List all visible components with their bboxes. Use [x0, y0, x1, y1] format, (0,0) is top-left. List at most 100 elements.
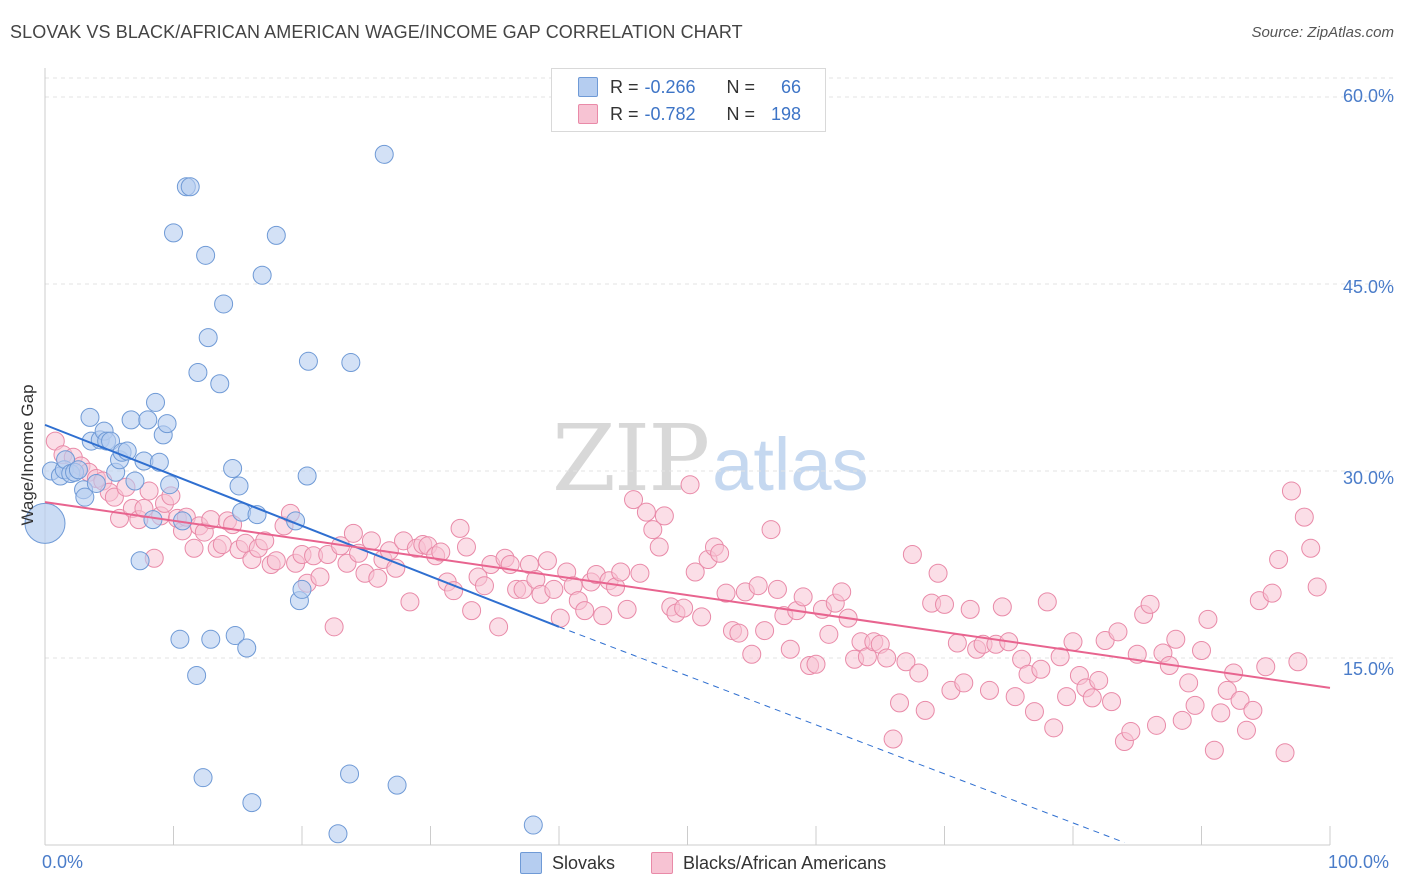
point-slovaks — [297, 466, 317, 486]
point-slovaks — [225, 626, 245, 646]
point-blacks — [456, 537, 476, 557]
point-blacks — [462, 601, 482, 621]
point-blacks — [1121, 722, 1141, 742]
point-slovaks — [157, 414, 177, 434]
point-blacks — [1024, 702, 1044, 722]
point-slovaks — [121, 410, 141, 430]
point-blacks — [979, 680, 999, 700]
point-blacks — [636, 502, 656, 522]
legend-r-label: R = — [610, 76, 639, 97]
point-slovaks — [341, 353, 361, 373]
legend-swatch-slovaks — [520, 852, 542, 874]
watermark-atlas: atlas — [712, 423, 869, 506]
point-blacks — [400, 592, 420, 612]
point-blacks — [617, 599, 637, 619]
trend-extension-slovaks — [558, 626, 1125, 843]
point-blacks — [710, 543, 730, 563]
point-blacks — [947, 633, 967, 653]
point-blacks — [755, 621, 775, 641]
point-blacks — [1147, 715, 1167, 735]
legend-row-slovaks: R = -0.266 N = 66 — [578, 75, 801, 99]
point-slovaks — [214, 294, 234, 314]
point-blacks — [310, 567, 330, 587]
series-slovaks — [24, 144, 543, 844]
point-blacks — [630, 563, 650, 583]
point-slovaks — [130, 551, 150, 571]
legend-label-blacks: Blacks/African Americans — [683, 852, 887, 873]
point-slovaks — [198, 328, 218, 348]
point-slovaks — [146, 392, 166, 412]
legend-r-value: -0.782 — [644, 103, 696, 124]
point-blacks — [742, 644, 762, 664]
point-slovaks — [229, 476, 249, 496]
point-blacks — [361, 531, 381, 551]
y-tick-label-60: 60.0% — [1342, 86, 1394, 106]
point-blacks — [877, 648, 897, 668]
point-blacks — [1108, 622, 1128, 642]
point-blacks — [1172, 710, 1192, 730]
point-slovaks — [86, 473, 106, 493]
point-slovaks — [170, 629, 190, 649]
point-slovaks — [266, 225, 286, 245]
chart-title: SLOVAK VS BLACK/AFRICAN AMERICAN WAGE/IN… — [10, 22, 743, 42]
point-blacks — [544, 579, 564, 599]
point-blacks — [1230, 690, 1250, 710]
point-blacks — [935, 594, 954, 614]
point-blacks — [883, 729, 903, 749]
legend-label-slovaks: Slovaks — [552, 852, 616, 873]
point-blacks — [992, 597, 1012, 617]
point-blacks — [793, 587, 813, 607]
point-blacks — [593, 606, 613, 626]
point-blacks — [431, 542, 451, 562]
point-blacks — [1294, 507, 1314, 527]
trend-line-slovaks — [44, 423, 560, 628]
point-blacks — [255, 531, 275, 551]
point-blacks — [1044, 718, 1064, 738]
point-blacks — [643, 520, 663, 540]
point-blacks — [184, 538, 204, 558]
legend-item-blacks[interactable]: Blacks/African Americans — [651, 852, 886, 874]
point-blacks — [1082, 688, 1102, 708]
series-blacks-african-americans — [45, 431, 1327, 763]
point-slovaks — [298, 351, 318, 371]
source-label: Source: ZipAtlas.com — [1251, 24, 1394, 41]
point-blacks — [1275, 743, 1295, 763]
grid-lines — [45, 77, 1395, 659]
point-blacks — [896, 652, 916, 672]
point-blacks — [212, 535, 232, 555]
legend-item-slovaks[interactable]: Slovaks — [520, 852, 615, 874]
point-blacks — [680, 475, 700, 495]
point-slovaks — [292, 579, 312, 599]
point-blacks — [1217, 680, 1237, 700]
point-slovaks — [201, 629, 221, 649]
point-blacks — [819, 624, 839, 644]
point-blacks — [685, 562, 705, 582]
point-blacks — [1281, 481, 1301, 501]
point-blacks — [960, 599, 980, 619]
legend-swatch-slovaks — [578, 77, 598, 97]
point-blacks — [890, 693, 910, 713]
point-blacks — [1269, 550, 1289, 570]
point-blacks — [806, 654, 826, 674]
point-slovaks — [196, 245, 216, 265]
point-blacks — [649, 537, 669, 557]
point-blacks — [674, 598, 694, 618]
point-blacks — [139, 481, 159, 501]
point-blacks — [909, 663, 929, 683]
point-blacks — [902, 545, 922, 565]
point-blacks — [1037, 592, 1057, 612]
point-blacks — [575, 601, 595, 621]
point-slovaks — [237, 638, 257, 658]
point-slovaks — [210, 374, 230, 394]
x-tick-label-max: 100.0% — [1328, 852, 1390, 872]
point-blacks — [1301, 538, 1321, 558]
point-blacks — [450, 518, 470, 538]
point-slovaks — [125, 471, 145, 491]
point-blacks — [537, 551, 557, 571]
point-blacks — [1185, 695, 1205, 715]
point-blacks — [1204, 740, 1224, 760]
point-blacks — [266, 551, 286, 571]
point-blacks — [1089, 670, 1109, 690]
point-blacks — [324, 617, 344, 637]
